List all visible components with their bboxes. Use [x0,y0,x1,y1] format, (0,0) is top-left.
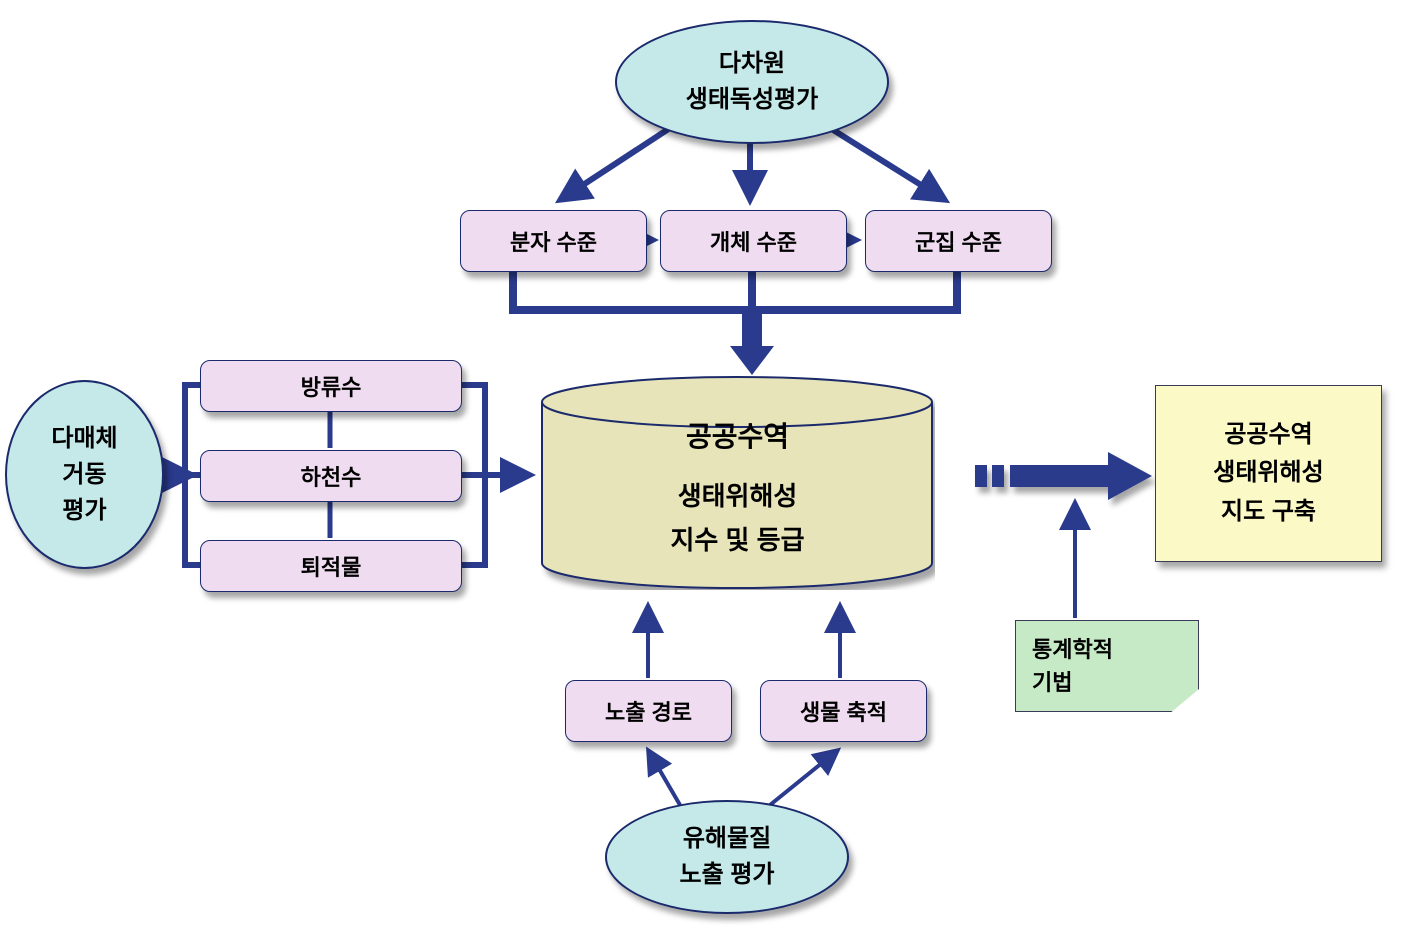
node-bottom-ellipse: 유해물질 노출 평가 [605,800,849,914]
node-left-ellipse: 다매체 거동 평가 [5,380,164,569]
node-level-individual: 개체 수준 [660,210,847,272]
edge-levels-bracket [513,272,957,310]
text-line: 유해물질 [683,821,771,857]
edge-levels-to-cylinder [730,310,774,375]
node-media-stream: 하천수 [200,450,462,502]
text-line: 노출 평가 [680,857,775,893]
node-top-ellipse: 다차원 생태독성평가 [615,20,889,144]
text-line: 다차원 [719,46,785,82]
pencil-arrow [975,452,1152,500]
edge-top-to-community [830,128,945,200]
node-note-yellow: 공공수역 생태위해성 지도 구축 [1155,385,1382,562]
edge-top-to-molecule [560,128,670,200]
node-cylinder: 공공수역 생태위해성 지수 및 등급 [540,375,935,590]
node-level-community: 군집 수준 [865,210,1052,272]
text-line: 통계학적 [1032,633,1113,666]
node-media-sediment: 퇴적물 [200,540,462,592]
text-line: 지수 및 등급 [670,518,804,562]
text-line: 기법 [1032,666,1072,699]
text-line: 공공수역 [686,413,789,461]
node-media-discharge: 방류수 [200,360,462,412]
text-line: 생태독성평가 [686,82,818,118]
text-line: 지도 구축 [1221,493,1316,531]
node-note-green: 통계학적 기법 [1015,620,1199,712]
text-line: 다매체 [51,421,117,457]
text-line: 공공수역 [1224,416,1312,454]
text-line: 평가 [62,493,106,529]
edge-bottom-to-exposure [648,750,680,805]
text-line: 거동 [62,457,106,493]
media-right-bracket [462,385,485,565]
node-level-molecule: 분자 수준 [460,210,647,272]
edge-bottom-to-bioaccum [770,750,838,805]
node-path-exposure: 노출 경로 [565,680,732,742]
text-line: 생태위해성 [678,474,798,518]
text-line: 생태위해성 [1213,454,1323,492]
node-path-bioaccum: 생물 축적 [760,680,927,742]
